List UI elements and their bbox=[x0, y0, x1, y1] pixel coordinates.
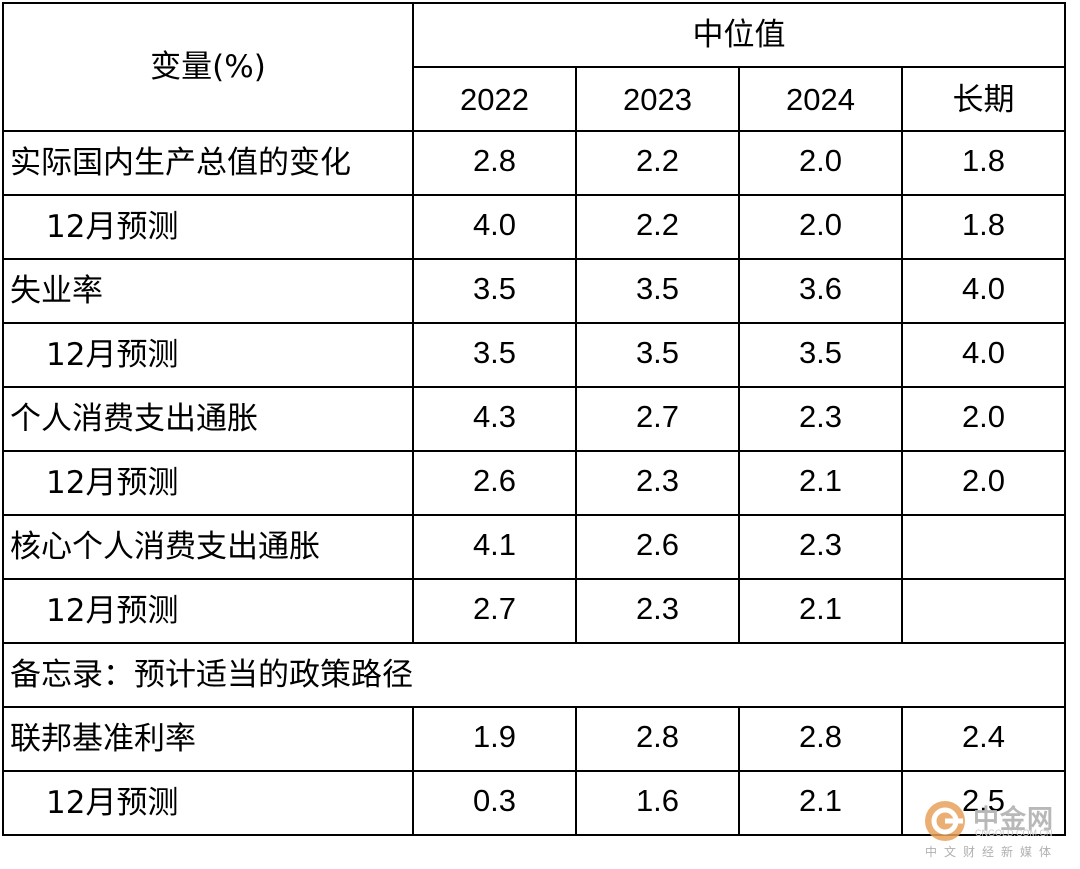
memo-body: 备忘录：预计适当的政策路径 联邦基准利率 1.9 2.8 2.8 2.4 12月预测 0.3… bbox=[2, 642, 1066, 836]
year-header: 2024 bbox=[738, 66, 903, 132]
row-label: 个人消费支出通胀 bbox=[2, 386, 414, 452]
sub-row-label: 12月预测 bbox=[2, 450, 414, 516]
value-cell: 2.0 bbox=[901, 450, 1066, 516]
year-header: 长期 bbox=[901, 66, 1066, 132]
value-cell: 4.3 bbox=[412, 386, 577, 452]
value-cell: 2.6 bbox=[575, 514, 740, 580]
sub-row-label: 12月预测 bbox=[2, 770, 414, 836]
value-cell: 3.5 bbox=[575, 322, 740, 388]
table-row: 12月预测 0.3 1.6 2.1 2.5 bbox=[2, 770, 1066, 836]
sub-row-label: 12月预测 bbox=[2, 578, 414, 644]
value-cell: 0.3 bbox=[412, 770, 577, 836]
projections-table: 变量(%) 中位值 2022 2023 2024 长期 实际国内生产总值的变化 2… bbox=[2, 2, 1066, 836]
value-cell: 2.1 bbox=[738, 578, 903, 644]
value-cell: 2.6 bbox=[412, 450, 577, 516]
table-row: 12月预测 4.0 2.2 2.0 1.8 bbox=[2, 194, 1066, 260]
value-cell: 2.2 bbox=[575, 130, 740, 196]
value-cell: 2.3 bbox=[575, 450, 740, 516]
value-cell: 2.3 bbox=[575, 578, 740, 644]
table-row: 12月预测 2.6 2.3 2.1 2.0 bbox=[2, 450, 1066, 516]
row-label: 失业率 bbox=[2, 258, 414, 324]
value-cell: 1.8 bbox=[901, 130, 1066, 196]
value-cell: 2.0 bbox=[901, 386, 1066, 452]
row-label: 实际国内生产总值的变化 bbox=[2, 130, 414, 196]
header-row-top: 变量(%) 中位值 bbox=[2, 2, 1066, 132]
table-row: 个人消费支出通胀 4.3 2.7 2.3 2.0 bbox=[2, 386, 1066, 452]
memo-label: 备忘录：预计适当的政策路径 bbox=[2, 642, 1066, 708]
table-row: 核心个人消费支出通胀 4.1 2.6 2.3 bbox=[2, 514, 1066, 580]
value-cell bbox=[901, 578, 1066, 644]
value-cell: 4.1 bbox=[412, 514, 577, 580]
table-row: 12月预测 2.7 2.3 2.1 bbox=[2, 578, 1066, 644]
table-row: 联邦基准利率 1.9 2.8 2.8 2.4 bbox=[2, 706, 1066, 772]
value-cell: 2.7 bbox=[412, 578, 577, 644]
value-cell bbox=[901, 514, 1066, 580]
table-row: 实际国内生产总值的变化 2.8 2.2 2.0 1.8 bbox=[2, 130, 1066, 196]
value-cell: 2.0 bbox=[738, 130, 903, 196]
value-cell: 2.7 bbox=[575, 386, 740, 452]
table-body: 实际国内生产总值的变化 2.8 2.2 2.0 1.8 12月预测 4.0 2.2 2.0 1.8… bbox=[2, 130, 1066, 644]
value-cell: 2.2 bbox=[575, 194, 740, 260]
value-cell: 3.5 bbox=[412, 258, 577, 324]
value-cell: 4.0 bbox=[901, 258, 1066, 324]
value-cell: 2.3 bbox=[738, 386, 903, 452]
value-cell: 1.8 bbox=[901, 194, 1066, 260]
year-header: 2023 bbox=[575, 66, 740, 132]
row-label: 核心个人消费支出通胀 bbox=[2, 514, 414, 580]
variable-header: 变量(%) bbox=[2, 2, 414, 132]
value-cell: 3.5 bbox=[738, 322, 903, 388]
table-row: 失业率 3.5 3.5 3.6 4.0 bbox=[2, 258, 1066, 324]
value-cell: 2.1 bbox=[738, 770, 903, 836]
value-cell: 2.1 bbox=[738, 450, 903, 516]
median-header: 中位值 bbox=[412, 2, 1066, 68]
watermark-subtitle: 中文财经新媒体 bbox=[925, 845, 1059, 859]
header-row-years: 2022 2023 2024 长期 bbox=[3, 66, 1066, 132]
value-cell: 2.5 bbox=[901, 770, 1066, 836]
sub-row-label: 12月预测 bbox=[2, 194, 414, 260]
value-cell: 2.0 bbox=[738, 194, 903, 260]
table-row: 12月预测 3.5 3.5 3.5 4.0 bbox=[2, 322, 1066, 388]
year-header: 2022 bbox=[412, 66, 577, 132]
value-cell: 2.8 bbox=[412, 130, 577, 196]
value-cell: 2.8 bbox=[575, 706, 740, 772]
value-cell: 2.8 bbox=[738, 706, 903, 772]
value-cell: 4.0 bbox=[901, 322, 1066, 388]
sub-row-label: 12月预测 bbox=[2, 322, 414, 388]
value-cell: 2.3 bbox=[738, 514, 903, 580]
row-label: 联邦基准利率 bbox=[2, 706, 414, 772]
value-cell: 1.9 bbox=[412, 706, 577, 772]
value-cell: 3.6 bbox=[738, 258, 903, 324]
value-cell: 3.5 bbox=[575, 258, 740, 324]
value-cell: 4.0 bbox=[412, 194, 577, 260]
value-cell: 3.5 bbox=[412, 322, 577, 388]
memo-row: 备忘录：预计适当的政策路径 bbox=[2, 642, 1066, 708]
value-cell: 1.6 bbox=[575, 770, 740, 836]
value-cell: 2.4 bbox=[901, 706, 1066, 772]
